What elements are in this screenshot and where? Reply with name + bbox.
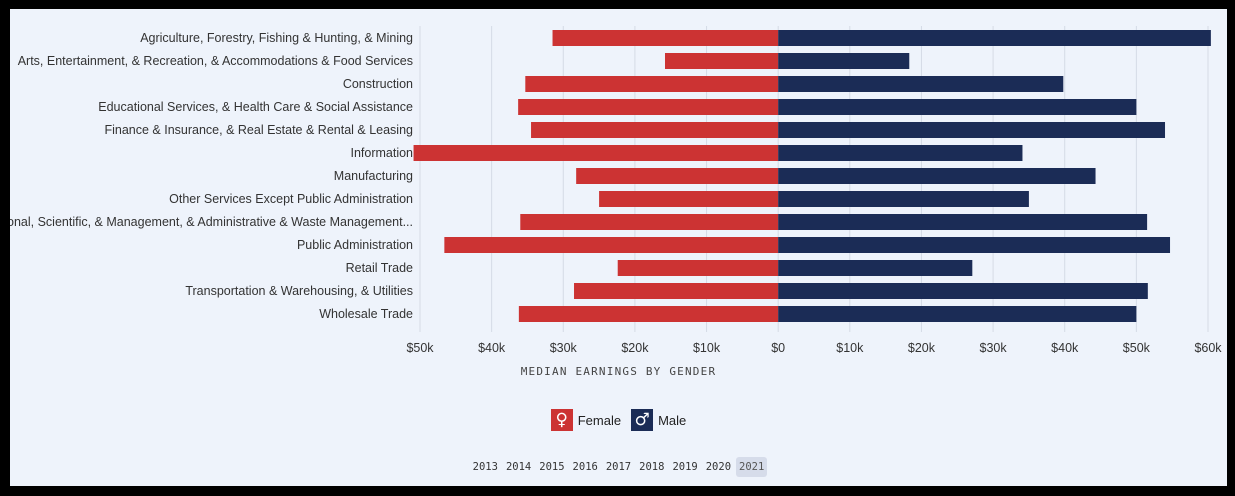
x-tick-label: $40k [1051,341,1079,355]
female-bar[interactable] [552,30,779,46]
female-bar[interactable] [617,260,779,276]
year-button-2019[interactable]: 2019 [672,461,698,473]
male-bar[interactable] [778,283,1148,299]
year-button-2021[interactable]: 2021 [736,457,768,477]
female-bar[interactable] [518,99,779,115]
female-bar[interactable] [525,76,779,92]
male-bar[interactable] [778,122,1166,138]
category-label: Wholesale Trade [319,307,413,321]
x-tick-label: $60k [1194,341,1222,355]
male-bar[interactable] [778,99,1137,115]
category-label: Other Services Except Public Administrat… [169,192,413,206]
x-tick-label: $20k [908,341,936,355]
x-tick-label: $10k [693,341,721,355]
year-button-2016[interactable]: 2016 [572,461,598,473]
female-bar[interactable] [413,145,779,161]
female-bar[interactable] [664,53,779,69]
bars [413,30,1211,322]
category-label: Retail Trade [346,261,413,275]
male-symbol-icon: ♂ [631,409,654,431]
category-label: Educational Services, & Health Care & So… [98,100,413,114]
legend-female-label: Female [577,412,622,428]
category-label: Public Administration [297,238,413,252]
year-selector: 2013 2014 2015 2016 2017 2018 2019 2020 … [10,457,1227,477]
year-button-2017[interactable]: 2017 [605,461,632,473]
x-tick-label: $50k [1123,341,1151,355]
female-bar[interactable] [520,214,779,230]
category-label: Manufacturing [334,169,413,183]
category-label: Construction [343,77,413,91]
female-bar[interactable] [518,306,779,322]
male-bar[interactable] [778,53,910,69]
diverging-bar-chart: Agriculture, Forestry, Fishing & Hunting… [10,26,1222,355]
male-bar[interactable] [778,145,1023,161]
male-bar[interactable] [778,237,1171,253]
female-bar[interactable] [574,283,779,299]
female-bar[interactable] [576,168,779,184]
male-bar[interactable] [778,214,1148,230]
x-axis-title: MEDIAN EARNINGS BY GENDER [520,365,717,378]
female-bar[interactable] [599,191,779,207]
x-tick-label: $20k [621,341,649,355]
male-bar[interactable] [778,306,1137,322]
female-bar[interactable] [531,122,779,138]
male-bar[interactable] [778,168,1096,184]
x-tick-label: $10k [836,341,864,355]
legend: ♀ Female ♂ Male [10,409,1227,431]
male-bar[interactable] [778,76,1064,92]
legend-male[interactable]: ♂ Male [631,409,686,431]
category-label: Agriculture, Forestry, Fishing & Hunting… [140,31,413,45]
year-button-2014[interactable]: 2014 [505,461,532,473]
year-button-2015[interactable]: 2015 [539,461,565,473]
male-bar[interactable] [778,260,973,276]
category-label: Arts, Entertainment, & Recreation, & Acc… [18,54,413,68]
category-label: Professional, Scientific, & Management, … [10,215,413,229]
male-bar[interactable] [778,191,1029,207]
x-tick-label: $30k [980,341,1008,355]
x-axis-ticks: $50k $40k $30k $20k $10k $0 $10k $20k $30k $40k $5… [406,341,1222,355]
year-button-2020[interactable]: 2020 [705,461,732,473]
category-label: Finance & Insurance, & Real Estate & Ren… [104,123,413,137]
x-tick-label: $50k [406,341,434,355]
category-label: Transportation & Warehousing, & Utilitie… [185,284,413,298]
x-tick-label: $0 [771,341,785,355]
chart-frame: Agriculture, Forestry, Fishing & Hunting… [10,9,1227,486]
legend-female[interactable]: ♀ Female [550,409,622,431]
x-tick-label: $30k [550,341,578,355]
male-bar[interactable] [778,30,1211,46]
female-bar[interactable] [444,237,779,253]
year-button-2018[interactable]: 2018 [639,461,665,473]
category-label: Information [350,146,413,160]
year-button-2013[interactable]: 2013 [472,461,498,473]
category-labels: Agriculture, Forestry, Fishing & Hunting… [10,31,413,321]
x-tick-label: $40k [478,341,506,355]
female-symbol-icon: ♀ [550,409,573,431]
legend-male-label: Male [658,412,687,428]
